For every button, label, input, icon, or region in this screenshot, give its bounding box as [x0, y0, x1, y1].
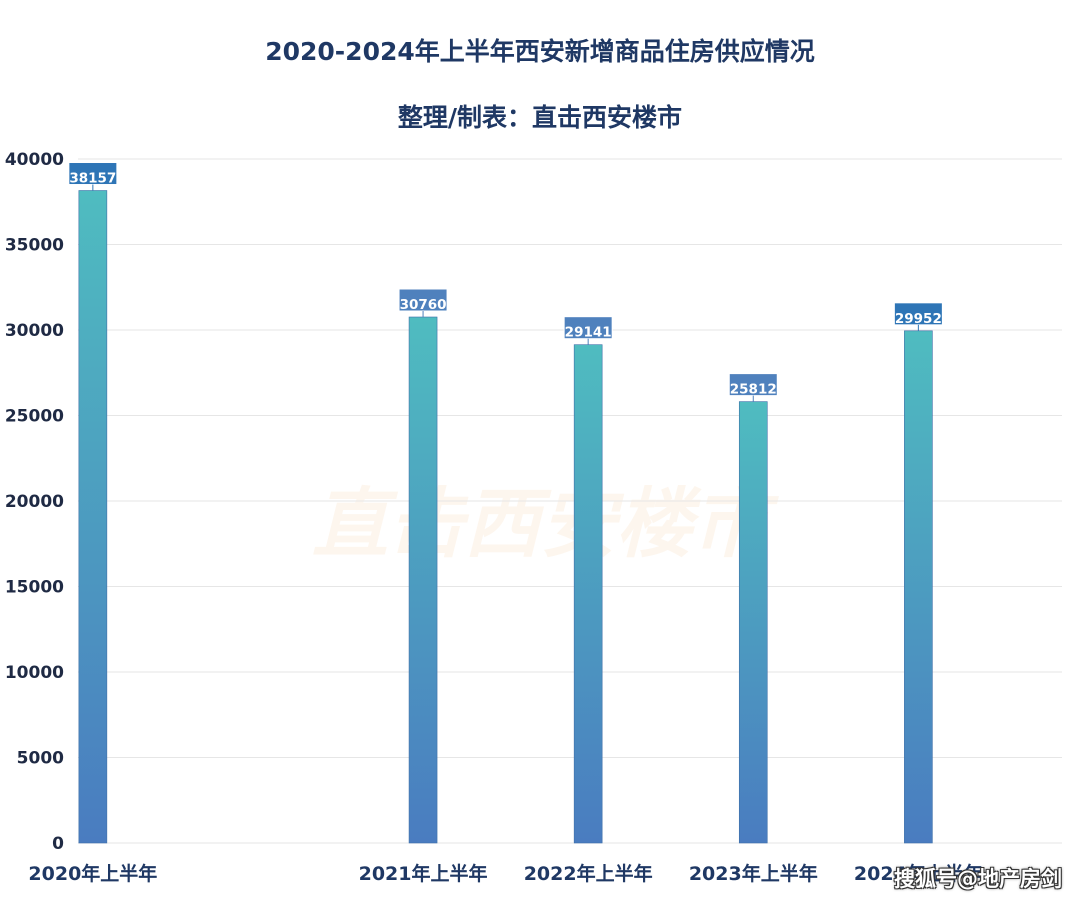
chart-title: 2020-2024年上半年西安新增商品住房供应情况	[265, 37, 815, 66]
bar	[408, 316, 438, 844]
y-tick-label: 35000	[5, 236, 64, 256]
bar	[904, 330, 933, 844]
y-tick-label: 15000	[5, 578, 64, 598]
y-tick-label: 40000	[5, 150, 64, 170]
source-credit: 搜狐号@地产房剑	[894, 867, 1062, 891]
x-tick-label: 2023年上半年	[689, 862, 818, 885]
data-label: 29952	[895, 311, 942, 327]
bar	[573, 344, 603, 844]
data-labels: 38157 30760 29141 25812 29952	[68, 162, 943, 402]
data-label: 38157	[69, 171, 116, 187]
x-tick-label: 2020年上半年	[28, 862, 157, 885]
y-tick-label: 25000	[5, 407, 64, 427]
x-tick-label: 2024年上半年	[854, 862, 983, 885]
bar	[738, 401, 768, 844]
data-label: 30760	[400, 297, 447, 313]
y-tick-label: 10000	[5, 663, 64, 683]
x-tick-label: 2021年上半年	[359, 862, 488, 885]
data-label: 29141	[565, 325, 612, 341]
bar	[78, 190, 108, 844]
bars	[78, 190, 933, 844]
y-tick-label: 30000	[5, 321, 64, 341]
gridlines	[78, 158, 1062, 844]
x-tick-label: 2022年上半年	[524, 862, 653, 885]
chart-subtitle: 整理/制表：直击西安楼市	[397, 103, 683, 132]
y-axis: 0 5000 10000 15000 20000 25000 30000 35000 40000	[5, 150, 64, 854]
y-tick-label: 5000	[17, 749, 64, 769]
data-label: 25812	[730, 382, 777, 398]
x-axis: 2020年上半年 2021年上半年 2022年上半年 2023年上半年 2024年上半年	[28, 862, 982, 885]
y-tick-label: 0	[52, 834, 64, 854]
y-tick-label: 20000	[5, 492, 64, 512]
